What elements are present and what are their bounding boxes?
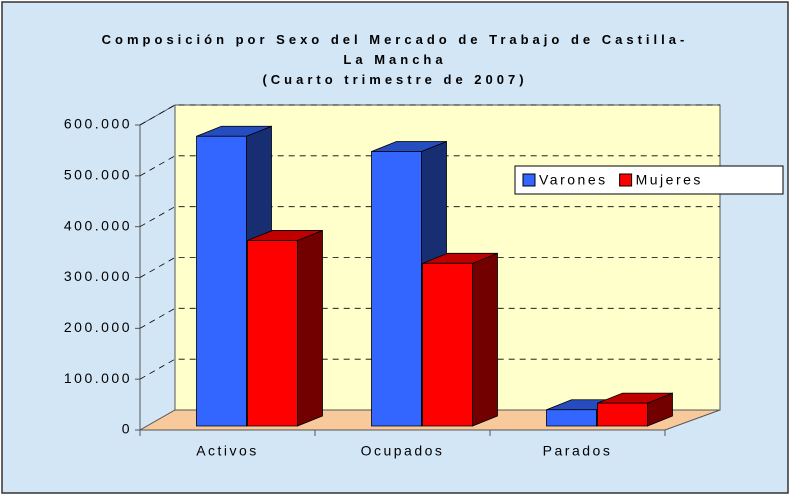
bar-face — [422, 262, 473, 427]
chart-title: Composición por Sexo del Mercado de Trab… — [101, 32, 689, 67]
legend-label: Varones — [539, 172, 608, 188]
legend-label: Mujeres — [636, 172, 703, 188]
legend-swatch — [619, 173, 633, 187]
grid-line — [139, 358, 720, 380]
chart-subtitle: (Cuarto trimestre de 2007) — [262, 72, 528, 87]
x-tick-label: Parados — [543, 443, 613, 459]
grid-line — [139, 206, 720, 228]
legend-box — [514, 165, 784, 195]
bar — [597, 392, 673, 427]
grid-line — [139, 257, 720, 278]
bar-face — [597, 402, 648, 427]
y-tick-label: 200.000 — [64, 319, 132, 335]
bar-face — [546, 409, 597, 427]
bar-face — [472, 252, 498, 427]
x-tick-label: Activos — [196, 443, 259, 459]
bar-face — [196, 135, 247, 427]
grid-line — [139, 307, 720, 329]
bar-face — [371, 151, 422, 427]
bar-face — [247, 240, 298, 427]
bar — [422, 252, 498, 427]
grid-line — [139, 104, 720, 126]
y-tick-label: 0 — [122, 421, 132, 437]
bar — [247, 229, 323, 427]
y-tick-label: 500.000 — [64, 167, 132, 183]
legend-swatch — [522, 173, 536, 187]
y-tick-label: 300.000 — [64, 268, 132, 284]
y-tick-label: 100.000 — [64, 370, 132, 386]
bar-face — [297, 229, 323, 427]
x-tick-label: Ocupados — [361, 443, 445, 459]
y-tick-label: 600.000 — [64, 116, 132, 132]
y-tick-label: 400.000 — [64, 217, 132, 233]
grid-line — [139, 155, 720, 177]
